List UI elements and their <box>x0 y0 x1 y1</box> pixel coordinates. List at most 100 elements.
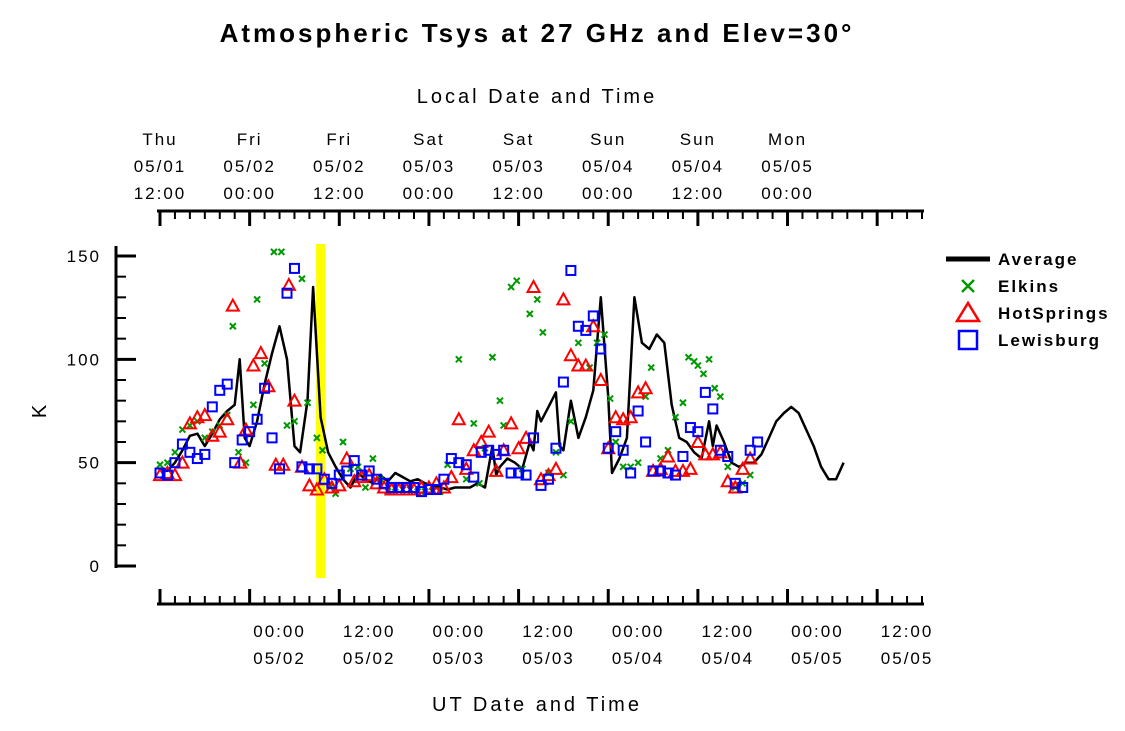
legend-label: HotSprings <box>998 304 1110 323</box>
data-point <box>455 355 463 364</box>
data-point <box>245 357 262 372</box>
data-point <box>563 347 579 362</box>
bottom-tick-label-time: 12:00 <box>701 622 754 641</box>
bottom-tick-label-time: 00:00 <box>253 622 306 641</box>
marker-stroke <box>559 471 568 479</box>
data-point <box>460 459 472 471</box>
top-tick-label-day: Sun <box>680 130 716 149</box>
data-point <box>737 481 749 493</box>
y-tick-label: 50 <box>78 454 101 473</box>
y-tick-label: 100 <box>67 350 101 369</box>
data-point <box>498 444 510 456</box>
data-point <box>682 460 699 475</box>
marker-stroke <box>201 434 209 442</box>
bottom-tick-label-date: 05/02 <box>253 649 306 668</box>
data-point <box>303 463 315 475</box>
data-point <box>481 423 497 438</box>
data-point <box>625 467 637 479</box>
data-point <box>453 457 465 469</box>
data-point <box>595 343 607 355</box>
y-axis-title: K <box>29 402 51 418</box>
data-point <box>229 457 241 469</box>
data-point <box>171 448 179 457</box>
data-point <box>199 448 211 460</box>
data-point <box>684 353 693 361</box>
bottom-tick-label-time: 00:00 <box>433 622 486 641</box>
data-point <box>161 469 173 481</box>
top-tick-label-day: Fri <box>326 130 352 149</box>
marker-stroke <box>361 483 370 492</box>
marker-stroke <box>249 401 258 409</box>
marker-stroke <box>277 248 286 256</box>
data-point <box>274 463 286 475</box>
data-point <box>496 396 504 405</box>
bottom-tick-label-date: 05/02 <box>343 649 396 668</box>
data-point <box>309 481 325 496</box>
data-point <box>724 463 732 471</box>
data-point <box>720 473 736 488</box>
data-point <box>669 469 681 481</box>
marker-stroke <box>229 322 237 330</box>
data-point <box>714 444 726 456</box>
data-point <box>229 322 237 330</box>
data-point <box>622 409 639 424</box>
bottom-tick-label-time: 12:00 <box>343 622 396 641</box>
data-point <box>602 442 614 454</box>
data-point <box>253 345 269 360</box>
data-point <box>662 467 674 479</box>
top-tick-label-date: 05/02 <box>223 157 276 176</box>
data-point <box>679 399 687 407</box>
legend-swatch <box>957 329 979 351</box>
data-point <box>647 363 655 372</box>
data-point <box>520 469 532 481</box>
data-point <box>503 415 519 430</box>
top-tick-label-date: 05/03 <box>403 157 456 176</box>
marker-stroke <box>156 461 164 469</box>
top-tick-label-day: Sat <box>413 130 445 149</box>
data-point <box>169 457 181 469</box>
data-point <box>513 277 521 285</box>
series-layer <box>152 248 845 498</box>
data-point <box>251 413 263 425</box>
top-tick-label-date: 05/04 <box>672 157 725 176</box>
data-point <box>735 460 751 475</box>
marker-stroke <box>270 248 278 256</box>
data-point <box>214 384 226 396</box>
data-point <box>236 434 248 446</box>
data-point <box>548 460 564 475</box>
data-point <box>525 278 542 293</box>
data-point <box>266 432 278 444</box>
bottom-tick-label-time: 00:00 <box>612 622 665 641</box>
data-point <box>260 359 269 368</box>
top-tick-label-date: 05/05 <box>761 157 814 176</box>
marker-stroke <box>253 295 261 304</box>
marker-stroke <box>634 458 642 467</box>
data-point <box>311 463 323 475</box>
marker-stroke <box>499 421 508 430</box>
data-point <box>557 376 569 388</box>
marker-stroke <box>539 328 547 337</box>
data-point <box>697 446 714 461</box>
bottom-tick-label-date: 05/05 <box>791 649 844 668</box>
marker-stroke <box>724 463 732 471</box>
marker-stroke <box>533 295 541 304</box>
bottom-tick-label-date: 05/05 <box>881 649 934 668</box>
bottom-tick-label-date: 05/04 <box>701 649 754 668</box>
data-point <box>637 380 654 395</box>
data-point <box>361 483 370 492</box>
marker-stroke <box>710 384 719 392</box>
data-point <box>565 264 577 276</box>
marker-stroke <box>303 399 312 407</box>
marker-stroke <box>684 353 693 361</box>
data-point <box>671 413 680 421</box>
data-point <box>369 454 377 463</box>
marker-stroke <box>313 434 321 442</box>
data-point <box>286 392 303 407</box>
data-point <box>535 479 547 491</box>
marker-stroke <box>260 359 269 368</box>
data-point <box>510 440 527 455</box>
top-tick-label-day: Sun <box>590 130 626 149</box>
data-point <box>283 421 291 430</box>
data-point <box>707 403 719 415</box>
data-point <box>451 411 467 426</box>
